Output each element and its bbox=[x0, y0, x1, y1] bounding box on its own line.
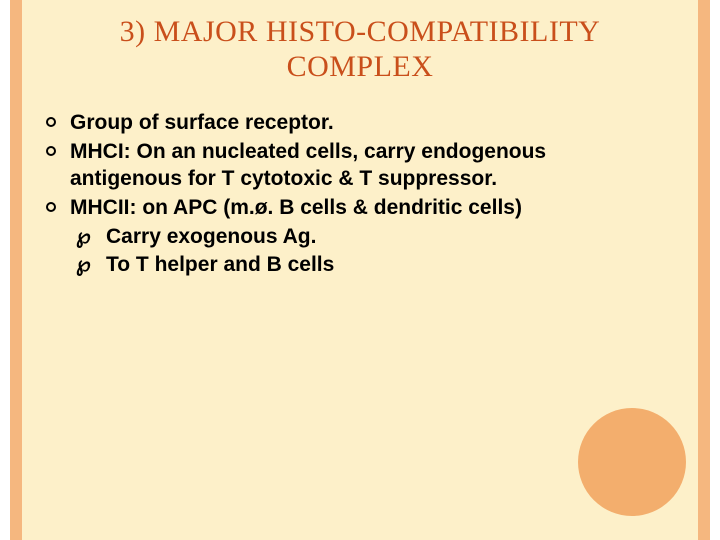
bullet-item: MHCII: on APC (m.ø. B cells & dendritic … bbox=[46, 195, 660, 222]
bullet-item: Group of surface receptor. bbox=[46, 110, 660, 137]
slide-body: Group of surface receptor. MHCI: On an n… bbox=[46, 110, 660, 281]
bullet-ring-icon bbox=[46, 139, 70, 156]
subbullet-item: ℘ Carry exogenous Ag. bbox=[46, 224, 660, 251]
bullet-item: MHCI: On an nucleated cells, carry endog… bbox=[46, 139, 660, 193]
bullet-ring-icon bbox=[46, 195, 70, 212]
bullet-text: Group of surface receptor. bbox=[70, 110, 660, 137]
slide-title: 3) MAJOR HISTO-COMPATIBILITY COMPLEX bbox=[22, 14, 698, 85]
subbullet-text: Carry exogenous Ag. bbox=[106, 224, 660, 251]
subbullet-glyph-icon: ℘ bbox=[76, 252, 106, 279]
subbullet-glyph-icon: ℘ bbox=[76, 224, 106, 251]
slide: 3) MAJOR HISTO-COMPATIBILITY COMPLEX Gro… bbox=[0, 0, 720, 540]
title-line-1: 3) MAJOR HISTO-COMPATIBILITY bbox=[120, 15, 601, 48]
bullet-ring-icon bbox=[46, 110, 70, 127]
bullet-text: MHCII: on APC (m.ø. B cells & dendritic … bbox=[70, 195, 660, 222]
decorative-circle bbox=[578, 408, 686, 516]
bullet-text: MHCI: On an nucleated cells, carry endog… bbox=[70, 139, 660, 193]
title-line-2: COMPLEX bbox=[287, 50, 434, 83]
subbullet-text: To T helper and B cells bbox=[106, 252, 660, 279]
subbullet-item: ℘ To T helper and B cells bbox=[46, 252, 660, 279]
